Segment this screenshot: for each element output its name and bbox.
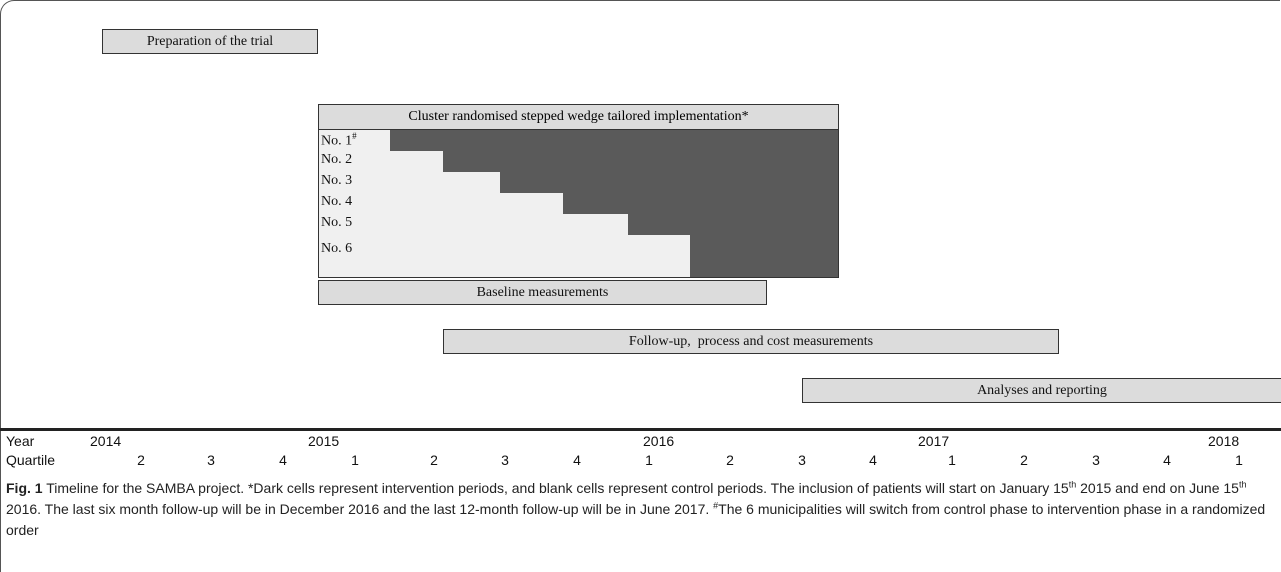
caption-sup: # xyxy=(713,500,719,511)
followup-label: Follow-up, process and cost measurements xyxy=(628,333,874,349)
quartile-tick: 1 xyxy=(645,452,653,468)
quartile-tick: 3 xyxy=(207,452,215,468)
wedge-title: Cluster randomised stepped wedge tailore… xyxy=(319,105,838,130)
followup-bar: Follow-up, process and cost measurements xyxy=(443,329,1059,354)
quartile-tick: 2 xyxy=(726,452,734,468)
quartile-tick: 2 xyxy=(430,452,438,468)
analyses-label: Analyses and reporting xyxy=(977,382,1107,398)
quartile-tick: 1 xyxy=(351,452,359,468)
quartile-tick: 4 xyxy=(1163,452,1171,468)
row-label-3: No. 3 xyxy=(321,173,353,188)
year-tick: 2015 xyxy=(308,433,340,449)
preparation-label: Preparation of the trial xyxy=(146,33,274,49)
caption-sup: th xyxy=(1068,479,1077,490)
wedge-row-5: No. 5 xyxy=(319,214,838,235)
wedge-row-3: No. 3 xyxy=(319,172,838,193)
intervention-period-3 xyxy=(500,172,838,193)
quartile-tick: 3 xyxy=(501,452,509,468)
caption-sup: th xyxy=(1238,479,1247,490)
row-label-1: No. 1# xyxy=(321,131,357,149)
row-label-6: No. 6 xyxy=(321,241,353,256)
row-label-5: No. 5 xyxy=(321,215,353,230)
caption-text: Timeline for the SAMBA project. *Dark ce… xyxy=(42,480,1069,496)
caption-text: The 6 municipalities will switch from co… xyxy=(6,501,1266,538)
quartile-tick: 4 xyxy=(573,452,581,468)
year-tick: 2018 xyxy=(1208,433,1240,449)
intervention-period-1 xyxy=(390,130,838,151)
wedge-row-2: No. 2 xyxy=(319,151,838,172)
year-tick: 2016 xyxy=(643,433,675,449)
timeline-axis xyxy=(0,428,1281,431)
quartile-tick: 4 xyxy=(279,452,287,468)
quartile-tick: 1 xyxy=(948,452,956,468)
analyses-bar: Analyses and reporting xyxy=(802,378,1281,403)
quartile-tick: 3 xyxy=(1092,452,1100,468)
quartile-label: Quartile xyxy=(6,452,56,468)
caption-text: 2015 and end on June 15 xyxy=(1076,480,1239,496)
year-label: Year xyxy=(6,433,35,449)
quartile-tick: 1 xyxy=(1235,452,1243,468)
intervention-period-6 xyxy=(690,235,838,277)
intervention-period-4 xyxy=(563,193,838,214)
preparation-bar: Preparation of the trial xyxy=(102,29,318,54)
baseline-label: Baseline measurements xyxy=(476,284,609,300)
quartile-tick: 2 xyxy=(1020,452,1028,468)
figure-label: Fig. 1 xyxy=(6,480,43,496)
quartile-tick: 2 xyxy=(137,452,145,468)
figure-caption: Fig. 1 Timeline for the SAMBA project. *… xyxy=(6,478,1268,541)
row-label-4: No. 4 xyxy=(321,194,353,209)
baseline-bar: Baseline measurements xyxy=(318,280,767,305)
stepped-wedge-table: Cluster randomised stepped wedge tailore… xyxy=(318,104,839,278)
quartile-tick: 3 xyxy=(798,452,806,468)
intervention-period-2 xyxy=(443,151,838,172)
caption-text: 2016. The last six month follow-up will … xyxy=(6,501,714,517)
wedge-row-1: No. 1# xyxy=(319,130,838,151)
wedge-row-4: No. 4 xyxy=(319,193,838,214)
wedge-row-6: No. 6 xyxy=(319,235,838,277)
intervention-period-5 xyxy=(628,214,838,235)
row-label-2: No. 2 xyxy=(321,152,353,167)
year-tick: 2017 xyxy=(918,433,950,449)
year-tick: 2014 xyxy=(90,433,122,449)
quartile-tick: 4 xyxy=(869,452,877,468)
